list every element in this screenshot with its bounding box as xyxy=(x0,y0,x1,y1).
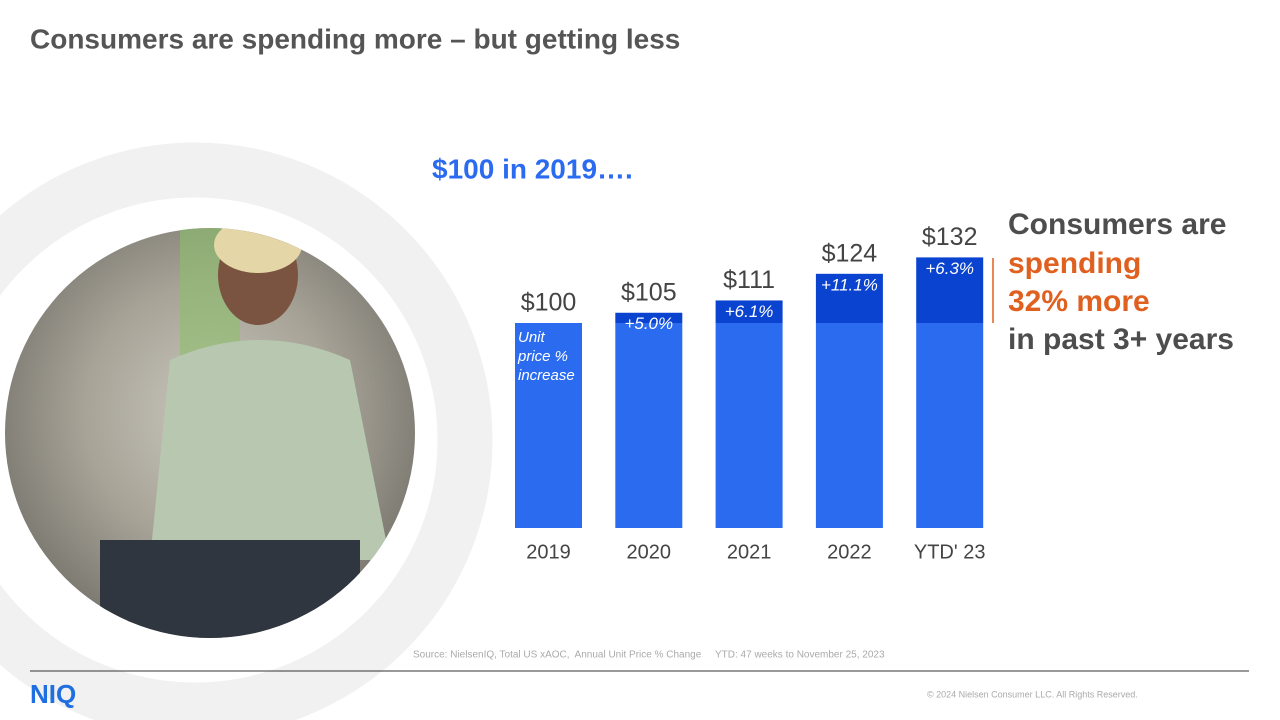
bar-annotation: Unit xyxy=(518,329,546,346)
x-tick-label: 2022 xyxy=(827,541,872,563)
x-tick-label: 2020 xyxy=(627,541,672,563)
bar-segment xyxy=(715,323,783,528)
slide-title: Consumers are spending more – but gettin… xyxy=(30,23,680,54)
photo-ring xyxy=(0,142,493,720)
callout-text: 32% more xyxy=(1008,285,1150,318)
pct-label: +5.0% xyxy=(624,314,673,333)
pct-label: +6.1% xyxy=(725,302,774,321)
x-tick-label: YTD' 23 xyxy=(914,541,986,563)
logo: NIQ xyxy=(30,679,76,709)
x-tick-label: 2021 xyxy=(727,541,772,563)
total-label: $124 xyxy=(822,239,878,267)
bar-annotation: price % xyxy=(517,348,568,365)
x-tick-label: 2019 xyxy=(526,541,571,563)
callout-text: in past 3+ years xyxy=(1008,323,1234,356)
copyright: © 2024 Nielsen Consumer LLC. All Rights … xyxy=(927,689,1138,699)
bar-annotation: increase xyxy=(518,367,575,384)
chart-subtitle: $100 in 2019…. xyxy=(432,153,633,184)
bar-segment xyxy=(815,273,883,323)
bar-segment xyxy=(916,257,984,323)
bar-segment xyxy=(715,300,783,323)
total-label: $100 xyxy=(521,289,577,317)
photo xyxy=(5,228,415,638)
bar-segment xyxy=(815,323,883,528)
total-label: $105 xyxy=(621,278,677,306)
pct-label: +11.1% xyxy=(821,275,878,294)
bar-segment xyxy=(916,323,984,528)
bar-segment xyxy=(615,312,683,323)
bar-segment xyxy=(515,323,582,528)
total-label: $132 xyxy=(922,223,978,251)
callout-text: Consumers are xyxy=(1008,208,1226,241)
total-label: $111 xyxy=(723,266,775,294)
bar-segment xyxy=(615,323,683,528)
source-note: Source: NielsenIQ, Total US xAOC, Annual… xyxy=(413,650,885,661)
pct-label: +6.3% xyxy=(925,259,974,278)
callout-text: spending xyxy=(1008,247,1141,280)
